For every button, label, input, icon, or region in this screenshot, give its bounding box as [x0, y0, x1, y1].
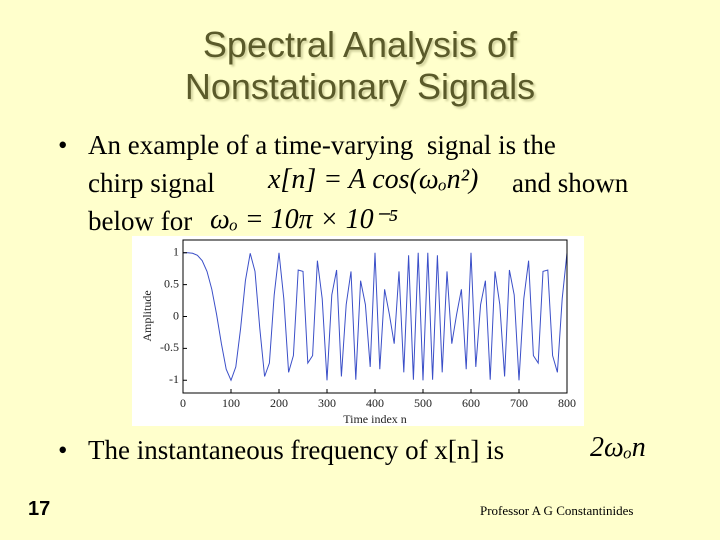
bullet-symbol: • — [58, 130, 68, 160]
x-tick-label: 800 — [558, 396, 576, 410]
equation: x[n] = A cos(ωₒn²) — [268, 164, 479, 195]
bullet-text: The instantaneous frequency of x[n] is — [88, 435, 505, 465]
y-tick-label: 0 — [173, 308, 179, 322]
x-tick-label: 400 — [366, 396, 384, 410]
title-line: Nonstationary Signals — [184, 66, 536, 107]
title-line: Spectral Analysis of — [202, 24, 518, 65]
bullet-text: and shown — [512, 168, 629, 198]
page-number: 17 — [28, 498, 51, 520]
x-tick-label: 500 — [414, 396, 432, 410]
x-tick-label: 0 — [180, 396, 186, 410]
y-tick-label: 1 — [173, 245, 179, 259]
equation: ωₒ = 10π × 10⁻⁵ — [210, 204, 399, 235]
x-axis-label: Time index n — [343, 412, 407, 426]
x-tick-label: 200 — [270, 396, 288, 410]
bullet-text: chirp signal — [88, 168, 215, 198]
x-tick-label: 300 — [318, 396, 336, 410]
bullet-symbol: • — [58, 435, 68, 465]
footer: Professor A G Constantinides — [480, 503, 634, 518]
y-axis-label: Amplitude — [140, 290, 154, 341]
y-tick-label: 0.5 — [164, 276, 179, 290]
equation: 2ωₒn — [590, 432, 646, 463]
x-tick-label: 700 — [510, 396, 528, 410]
signal-line — [183, 252, 568, 382]
x-tick-label: 100 — [222, 396, 240, 410]
x-tick-label: 600 — [462, 396, 480, 410]
bullet-text: An example of a time-varying signal is t… — [88, 130, 556, 160]
y-tick-label: -0.5 — [160, 340, 179, 354]
y-tick-label: -1 — [169, 372, 179, 386]
bullet-text: below for — [88, 206, 193, 236]
